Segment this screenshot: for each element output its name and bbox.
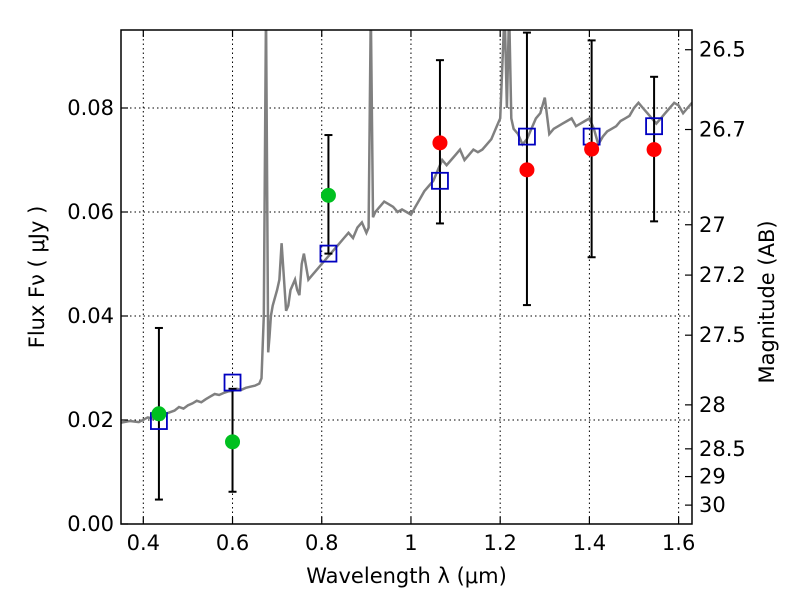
mag-tick-label: 27 — [699, 213, 726, 237]
observed-point — [646, 142, 662, 158]
mag-tick-label: 30 — [699, 493, 726, 517]
mag-tick-label: 27.5 — [699, 323, 746, 347]
y-tick-label: 0.06 — [67, 200, 114, 224]
observed-point — [320, 187, 336, 203]
y-axis-label: Flux Fν ( μJy ) — [25, 206, 49, 349]
x-tick-label: 1.6 — [662, 531, 695, 555]
model-point — [431, 171, 449, 190]
mag-tick-label: 29 — [699, 465, 726, 489]
observed-point — [519, 162, 535, 178]
x-tick-label: 0.6 — [216, 531, 249, 555]
observed-point — [432, 135, 448, 151]
observed-point — [584, 141, 600, 157]
y-tick-labels: 0.00 0.02 0.04 0.06 0.08 — [67, 96, 114, 536]
mag-tick-label: 28.5 — [699, 437, 746, 461]
observed-point — [225, 434, 241, 450]
x-tick-label: 0.8 — [305, 531, 338, 555]
grid-lines — [121, 30, 692, 525]
model-point — [518, 127, 536, 146]
mag-tick-label: 27.2 — [699, 263, 746, 287]
data-markers — [150, 117, 663, 450]
right-axis-label: Magnitude (AB) — [755, 220, 779, 383]
x-tick-label: 0.4 — [127, 531, 160, 555]
magnitude-tick-labels: 26.5 26.7 27 27.2 27.5 28 28.5 29 30 — [699, 38, 746, 517]
axis-ticks — [121, 30, 692, 525]
model-point — [645, 117, 663, 136]
x-tick-labels: 0.4 0.6 0.8 1 1.2 1.4 1.6 — [127, 531, 696, 555]
mag-tick-label: 26.7 — [699, 118, 746, 142]
errorbars — [154, 31, 659, 501]
mag-tick-label: 26.5 — [699, 38, 746, 62]
y-tick-label: 0.08 — [67, 96, 114, 120]
y-tick-label: 0.02 — [67, 408, 114, 432]
y-tick-label: 0.04 — [67, 304, 114, 328]
observed-point — [151, 406, 167, 422]
x-tick-label: 1.4 — [573, 531, 606, 555]
x-axis-label: Wavelength λ (μm) — [306, 564, 507, 588]
mag-tick-label: 28 — [699, 393, 726, 417]
spectrum-line — [121, 30, 692, 424]
y-tick-label: 0.00 — [67, 512, 114, 536]
plot-frame — [120, 29, 693, 525]
model-point — [319, 244, 338, 263]
model-point — [223, 373, 242, 392]
x-tick-label: 1 — [404, 531, 417, 555]
x-tick-label: 1.2 — [483, 531, 516, 555]
